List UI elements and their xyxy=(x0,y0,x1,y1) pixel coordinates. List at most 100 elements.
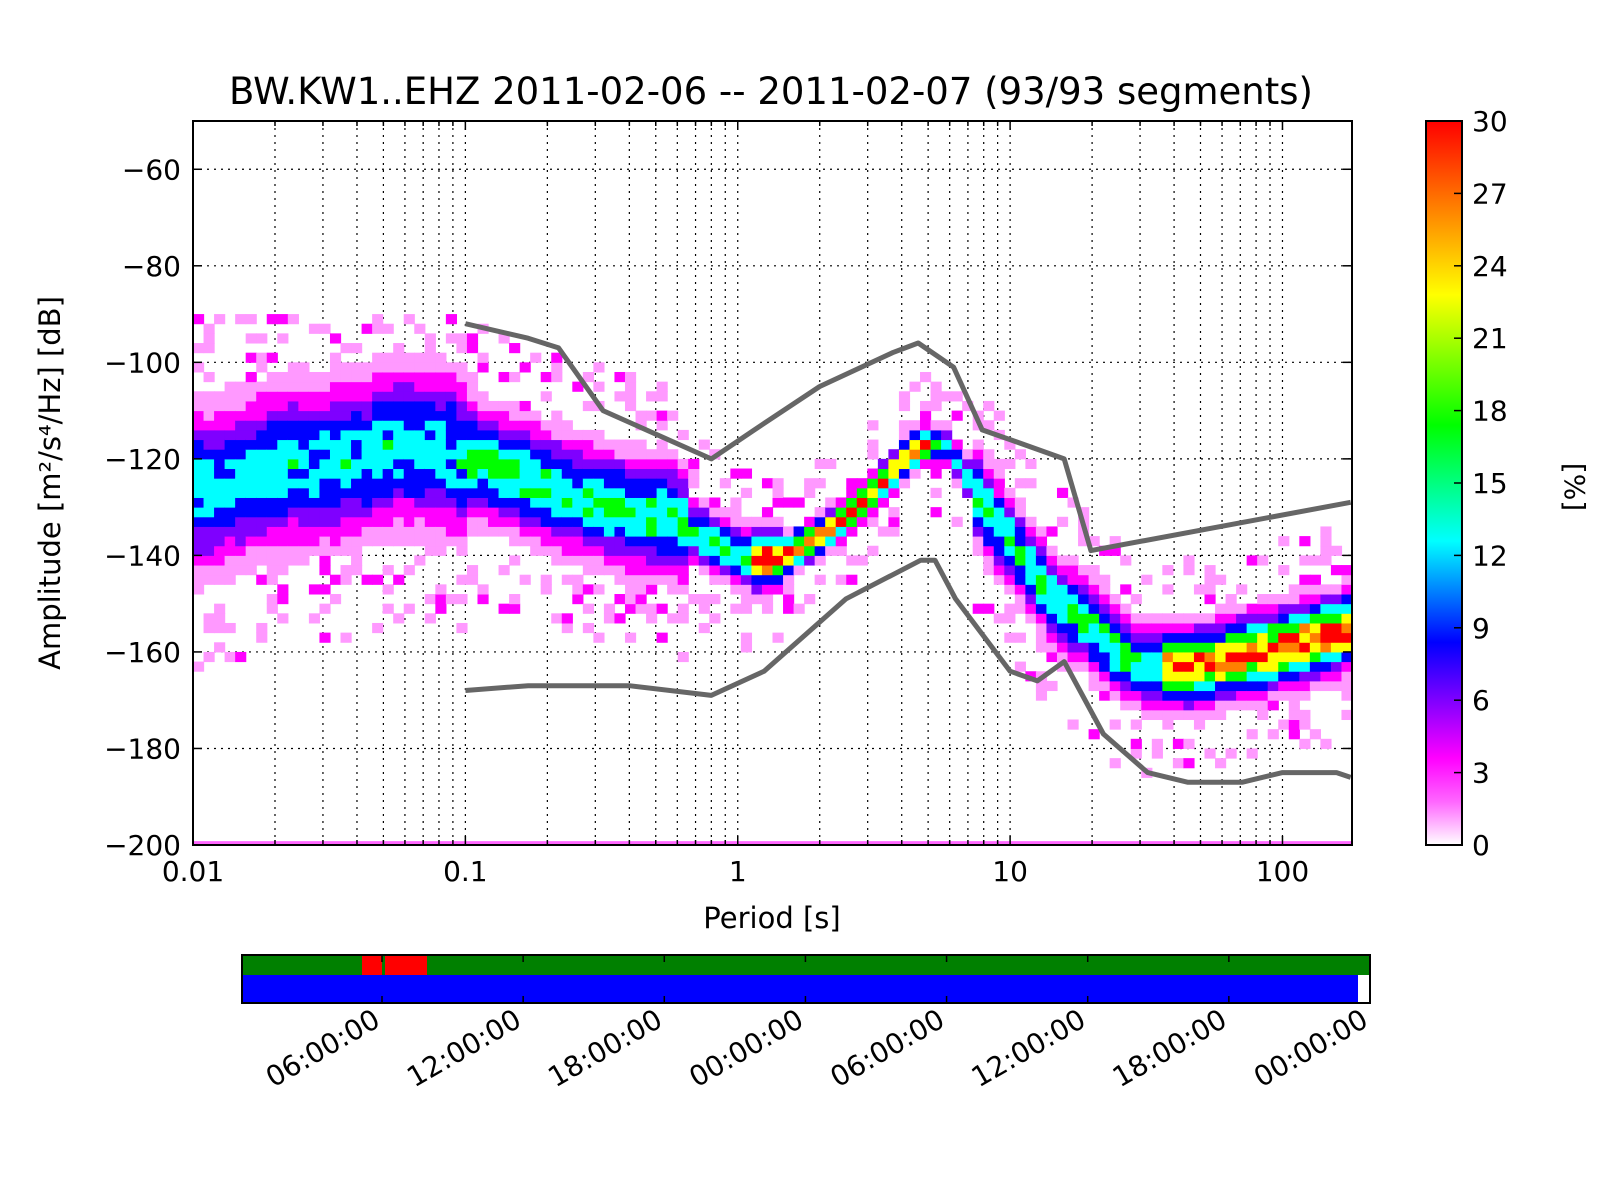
heatmap-cell xyxy=(372,622,384,634)
heatmap-cell xyxy=(530,439,542,450)
heatmap-cell xyxy=(677,478,689,489)
heatmap-cell xyxy=(477,584,489,595)
heatmap-cell xyxy=(1130,748,1142,759)
heatmap-cell xyxy=(1299,555,1311,566)
heatmap-cell xyxy=(193,391,205,402)
heatmap-cell xyxy=(1215,632,1227,643)
heatmap-cell xyxy=(256,352,268,363)
heatmap-cell xyxy=(456,420,468,431)
heatmap-cell xyxy=(445,429,458,441)
heatmap-cell xyxy=(477,516,489,527)
heatmap-cell xyxy=(582,478,594,489)
colorbar-tick-label: 15 xyxy=(1472,467,1508,500)
heatmap-cell xyxy=(466,343,479,354)
heatmap-cell xyxy=(1288,651,1300,663)
heatmap-cell xyxy=(740,468,753,479)
heatmap-cell xyxy=(772,526,784,537)
heatmap-cell xyxy=(846,487,858,498)
heatmap-cell xyxy=(466,400,479,412)
heatmap-cell xyxy=(193,429,205,441)
heatmap-cell xyxy=(498,468,510,479)
heatmap-cell xyxy=(1193,584,1206,595)
heatmap-cell xyxy=(677,507,689,518)
heatmap-cell xyxy=(214,429,226,441)
heatmap-cell xyxy=(1225,661,1237,672)
heatmap-cell xyxy=(540,545,552,556)
heatmap-cell xyxy=(372,314,384,325)
heatmap-cell xyxy=(719,565,731,576)
heatmap-cell xyxy=(456,381,468,392)
heatmap-cell xyxy=(698,507,710,518)
heatmap-cell xyxy=(287,487,299,498)
heatmap-cell xyxy=(677,429,689,441)
heatmap-cell xyxy=(256,420,268,431)
heatmap-cell xyxy=(1257,651,1269,663)
heatmap-cell xyxy=(1330,651,1343,663)
heatmap-cell xyxy=(361,362,373,373)
heatmap-cell xyxy=(235,507,247,518)
heatmap-cell xyxy=(203,458,215,470)
heatmap-cell xyxy=(509,555,521,566)
heatmap-cell xyxy=(888,468,900,479)
heatmap-cell xyxy=(751,594,763,605)
heatmap-cell xyxy=(1025,545,1037,556)
heatmap-cell xyxy=(287,507,299,518)
y-axis-ticks: −200−180−160−140−120−100−80−60 xyxy=(104,153,1352,862)
heatmap-cell xyxy=(1288,632,1300,643)
heatmap-cell xyxy=(1204,642,1216,653)
heatmap-cell xyxy=(193,565,205,576)
timeline-tick-label: 18:00:00 xyxy=(542,1002,667,1093)
heatmap-cell xyxy=(1341,709,1352,721)
heatmap-cell xyxy=(361,468,373,479)
heatmap-cell xyxy=(435,381,447,392)
heatmap-cell xyxy=(466,391,479,402)
heatmap-cell xyxy=(930,429,942,441)
heatmap-cell xyxy=(572,429,584,441)
heatmap-cell xyxy=(1309,574,1321,585)
heatmap-cell xyxy=(340,574,352,585)
heatmap-cell xyxy=(488,410,500,421)
heatmap-cell xyxy=(1246,729,1258,740)
heatmap-cell xyxy=(1236,680,1248,692)
heatmap-cell xyxy=(277,497,289,508)
heatmap-cell xyxy=(635,536,647,547)
heatmap-cell xyxy=(814,545,826,556)
heatmap-cell xyxy=(783,574,795,585)
heatmap-cell xyxy=(1025,516,1037,527)
heatmap-cell xyxy=(414,429,426,441)
heatmap-cell xyxy=(393,362,405,373)
heatmap-cell xyxy=(1257,709,1269,721)
heatmap-cell xyxy=(372,420,384,431)
heatmap-cell xyxy=(730,468,742,479)
heatmap-cell xyxy=(530,507,542,518)
heatmap-cell xyxy=(1299,661,1311,672)
heatmap-cell xyxy=(1236,622,1248,634)
heatmap-cell xyxy=(603,507,616,518)
heatmap-cell xyxy=(898,429,911,441)
heatmap-cell xyxy=(1236,603,1248,614)
heatmap-cell xyxy=(1046,603,1058,614)
heatmap-cell xyxy=(1183,565,1195,576)
heatmap-cell xyxy=(1099,613,1111,624)
heatmap-cell xyxy=(740,545,753,556)
heatmap-cell xyxy=(414,391,426,402)
heatmap-cell xyxy=(445,381,458,392)
heatmap-cell xyxy=(877,497,889,508)
heatmap-cell xyxy=(730,603,742,614)
heatmap-cell xyxy=(266,352,278,363)
heatmap-cell xyxy=(1014,526,1026,537)
heatmap-cell xyxy=(319,555,331,566)
x-tick-label: 100 xyxy=(1256,855,1309,888)
heatmap-cell xyxy=(193,516,205,527)
heatmap-cell xyxy=(1046,594,1058,605)
heatmap-cell xyxy=(656,458,668,470)
heatmap-cell xyxy=(1056,613,1069,624)
heatmap-cell xyxy=(593,458,605,470)
heatmap-cell xyxy=(593,429,605,441)
heatmap-cell xyxy=(1056,574,1069,585)
heatmap-cell xyxy=(266,555,278,566)
heatmap-cell xyxy=(793,536,805,547)
heatmap-cell xyxy=(646,565,658,576)
heatmap-cell xyxy=(287,536,299,547)
